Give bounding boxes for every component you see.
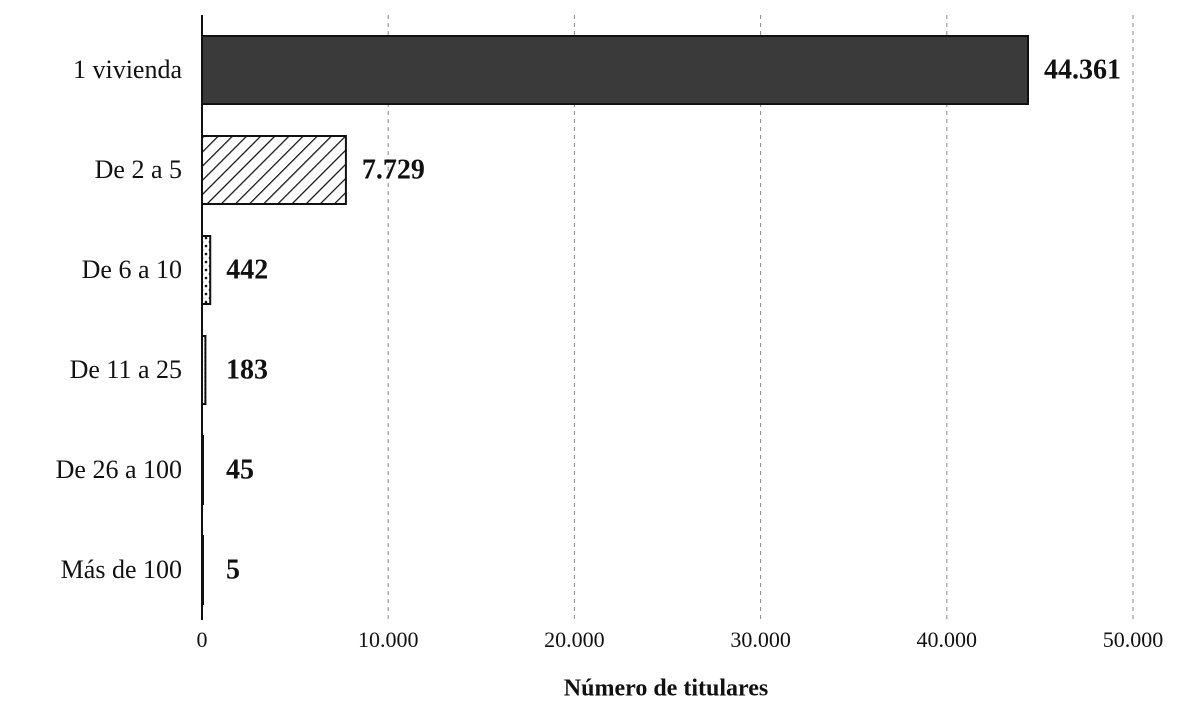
x-axis-title: Número de titulares — [564, 676, 768, 702]
bar — [201, 535, 204, 605]
bar — [201, 235, 212, 305]
y-tick-label: De 26 a 100 — [56, 455, 182, 484]
bar — [201, 35, 1030, 105]
y-tick-label: De 11 a 25 — [70, 355, 182, 384]
x-tick-label: 50.000 — [1103, 627, 1164, 652]
value-label: 442 — [226, 254, 268, 285]
y-tick-label: Más de 100 — [61, 555, 182, 584]
y-tick-label: 1 vivienda — [73, 55, 182, 84]
value-label: 45 — [226, 454, 254, 485]
value-label: 183 — [226, 354, 268, 385]
x-tick-label: 30.000 — [730, 627, 791, 652]
x-tick-label: 10.000 — [358, 627, 419, 652]
x-tick-label: 40.000 — [917, 627, 978, 652]
value-label: 5 — [226, 554, 240, 585]
bar — [201, 435, 204, 505]
bar — [201, 135, 347, 205]
x-tick-label: 0 — [197, 627, 208, 652]
x-tick-label: 20.000 — [544, 627, 605, 652]
y-tick-label: De 2 a 5 — [95, 155, 182, 184]
value-label: 44.361 — [1044, 54, 1121, 85]
value-label: 7.729 — [362, 154, 425, 185]
bar — [201, 335, 207, 405]
y-tick-label: De 6 a 10 — [82, 255, 182, 284]
